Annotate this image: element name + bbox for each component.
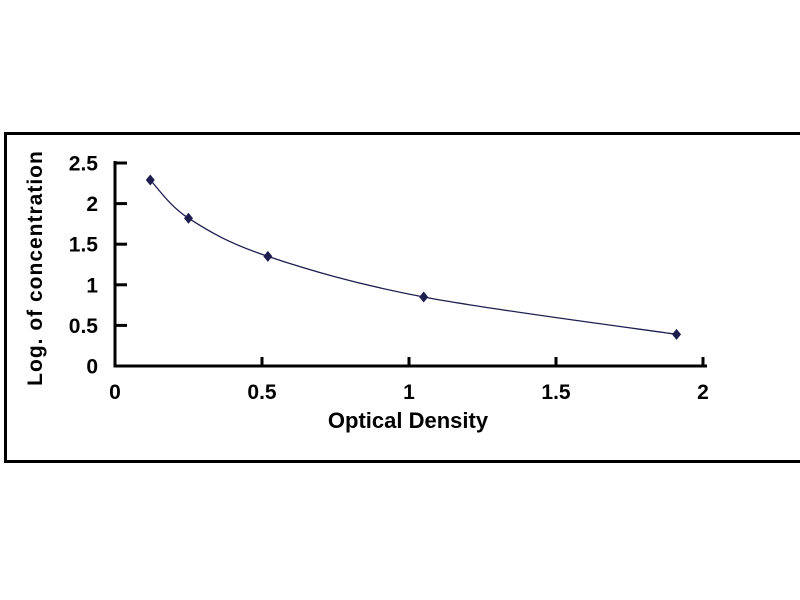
x-tick-label: 0 [109, 381, 121, 404]
x-tick-label: 0.5 [247, 381, 277, 404]
y-tick-label: 0 [86, 356, 98, 379]
y-tick-label: 0.5 [69, 315, 99, 338]
y-tick-label: 1 [86, 274, 98, 297]
x-tick-label: 2 [697, 381, 709, 404]
data-point-marker [672, 328, 682, 340]
y-tick-label: 1.5 [69, 234, 99, 257]
x-tick-label: 1.5 [541, 381, 571, 404]
data-point-marker [263, 250, 273, 262]
data-point-marker [145, 174, 155, 186]
chart-frame [4, 132, 800, 463]
data-point-marker [184, 212, 193, 224]
x-axis-title: Optical Density [327, 408, 489, 433]
y-tick-label: 2.5 [69, 153, 99, 176]
x-tick-label: 1 [403, 381, 415, 404]
y-tick-label: 2 [86, 193, 98, 216]
data-point-marker [419, 291, 429, 303]
curve-line [149, 179, 677, 335]
